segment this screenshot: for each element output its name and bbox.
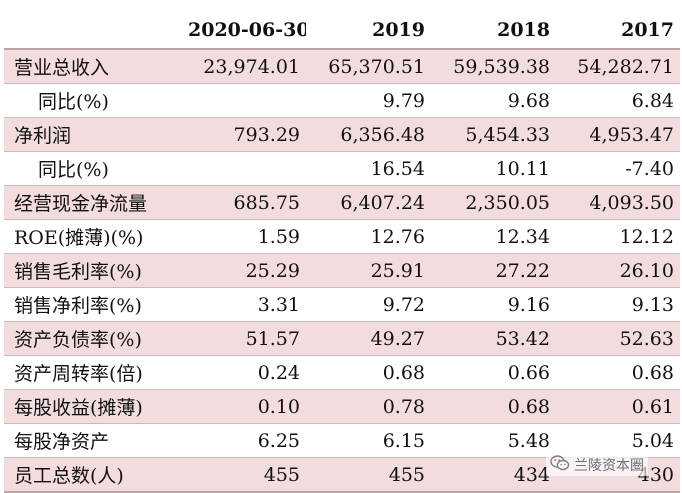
cell-value: 51.57: [188, 321, 306, 356]
cell-value: 9.16: [431, 287, 556, 322]
cell-value: 9.68: [431, 83, 556, 118]
row-label: 同比(%): [4, 83, 188, 118]
cell-value: 6.25: [188, 423, 306, 458]
cell-value: 6,407.24: [306, 185, 431, 220]
cell-value: 54,282.71: [556, 49, 680, 84]
header-cell-2019: 2019: [306, 12, 431, 50]
cell-value: 0.78: [306, 389, 431, 424]
header-cell-2018: 2018: [431, 12, 556, 50]
cell-value: 0.61: [556, 389, 680, 424]
row-label: 每股净资产: [4, 423, 188, 458]
cell-value: 793.29: [188, 117, 306, 152]
table-row-asset-turnover: 资产周转率(倍) 0.24 0.68 0.66 0.68: [4, 355, 680, 390]
cell-value: 2,350.05: [431, 185, 556, 220]
cell-value: 5.04: [556, 423, 680, 458]
header-cell-label: [4, 12, 188, 50]
financial-table: 2020-06-30 2019 2018 2017 营业总收入 23,974.0…: [4, 12, 680, 493]
row-label: 员工总数(人): [4, 457, 188, 493]
cell-value: 10.11: [431, 151, 556, 186]
cell-value: 65,370.51: [306, 49, 431, 84]
cell-value: 26.10: [556, 253, 680, 288]
wechat-icon: [550, 455, 574, 475]
watermark-text: 兰陵资本圈: [574, 458, 644, 474]
cell-value: 0.68: [306, 355, 431, 390]
table-row-bvps: 每股净资产 6.25 6.15 5.48 5.04: [4, 423, 680, 458]
cell-value: 53.42: [431, 321, 556, 356]
row-label: 营业总收入: [4, 49, 188, 84]
cell-value: [188, 151, 306, 186]
cell-value: 0.10: [188, 389, 306, 424]
cell-value: 12.12: [556, 219, 680, 254]
cell-value: 455: [306, 457, 431, 493]
cell-value: 0.68: [556, 355, 680, 390]
row-label: 净利润: [4, 117, 188, 152]
cell-value: 25.91: [306, 253, 431, 288]
cell-value: 6.15: [306, 423, 431, 458]
cell-value: 4,093.50: [556, 185, 680, 220]
table-row-gross-margin: 销售毛利率(%) 25.29 25.91 27.22 26.10: [4, 253, 680, 288]
table-row-revenue: 营业总收入 23,974.01 65,370.51 59,539.38 54,2…: [4, 49, 680, 84]
cell-value: -7.40: [556, 151, 680, 186]
row-label: 资产负债率(%): [4, 321, 188, 356]
cell-value: 23,974.01: [188, 49, 306, 84]
cell-value: 27.22: [431, 253, 556, 288]
table-row-revenue-yoy: 同比(%) 9.79 9.68 6.84: [4, 83, 680, 118]
cell-value: 9.79: [306, 83, 431, 118]
table-row-net-profit-yoy: 同比(%) 16.54 10.11 -7.40: [4, 151, 680, 186]
cell-value: 4,953.47: [556, 117, 680, 152]
row-label: 同比(%): [4, 151, 188, 186]
cell-value: 5.48: [431, 423, 556, 458]
cell-value: 0.66: [431, 355, 556, 390]
table-row-net-profit: 净利润 793.29 6,356.48 5,454.33 4,953.47: [4, 117, 680, 152]
cell-value: 59,539.38: [431, 49, 556, 84]
table-row-debt-ratio: 资产负债率(%) 51.57 49.27 53.42 52.63: [4, 321, 680, 356]
row-label: 每股收益(摊薄): [4, 389, 188, 424]
cell-value: 434: [431, 457, 556, 493]
cell-value: 1.59: [188, 219, 306, 254]
cell-value: 6.84: [556, 83, 680, 118]
cell-value: 49.27: [306, 321, 431, 356]
header-row: 2020-06-30 2019 2018 2017: [4, 12, 680, 50]
watermark: 兰陵资本圈: [546, 454, 648, 476]
cell-value: 0.68: [431, 389, 556, 424]
cell-value: [188, 83, 306, 118]
table-row-roe: ROE(摊薄)(%) 1.59 12.76 12.34 12.12: [4, 219, 680, 254]
cell-value: 12.76: [306, 219, 431, 254]
cell-value: 16.54: [306, 151, 431, 186]
cell-value: 25.29: [188, 253, 306, 288]
cell-value: 9.72: [306, 287, 431, 322]
cell-value: 5,454.33: [431, 117, 556, 152]
header-cell-2017: 2017: [556, 12, 680, 50]
cell-value: 12.34: [431, 219, 556, 254]
cell-value: 685.75: [188, 185, 306, 220]
cell-value: 3.31: [188, 287, 306, 322]
row-label: 经营现金净流量: [4, 185, 188, 220]
table-row-eps: 每股收益(摊薄) 0.10 0.78 0.68 0.61: [4, 389, 680, 424]
cell-value: 0.24: [188, 355, 306, 390]
row-label: 销售净利率(%): [4, 287, 188, 322]
cell-value: 9.13: [556, 287, 680, 322]
table-row-net-margin: 销售净利率(%) 3.31 9.72 9.16 9.13: [4, 287, 680, 322]
cell-value: 6,356.48: [306, 117, 431, 152]
cell-value: 52.63: [556, 321, 680, 356]
cell-value: 455: [188, 457, 306, 493]
row-label: ROE(摊薄)(%): [4, 219, 188, 254]
table-row-operating-cash-flow: 经营现金净流量 685.75 6,407.24 2,350.05 4,093.5…: [4, 185, 680, 220]
header-cell-2020-06-30: 2020-06-30: [188, 12, 306, 50]
row-label: 销售毛利率(%): [4, 253, 188, 288]
row-label: 资产周转率(倍): [4, 355, 188, 390]
